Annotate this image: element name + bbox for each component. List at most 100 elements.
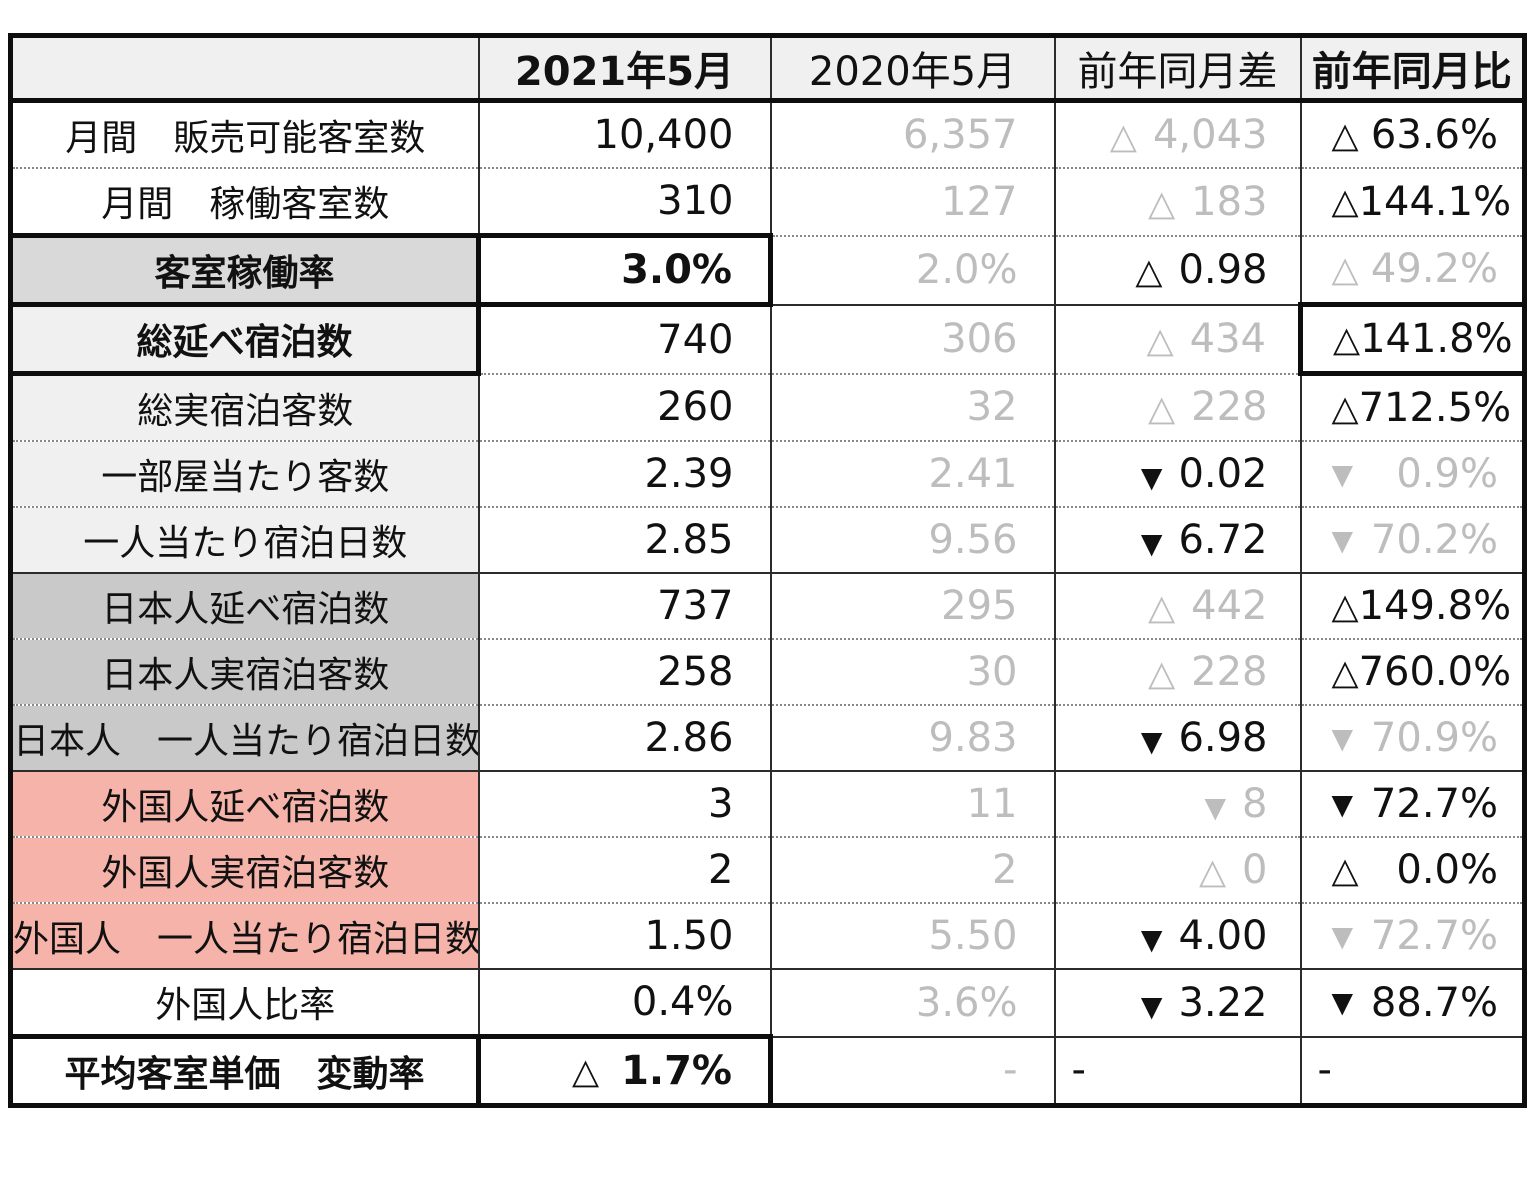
value-yoy-diff: △ 0.98	[1054, 234, 1302, 305]
table-row: 一人当たり宿泊日数 2.85 9.56 ▼ 6.72 ▼ 70.2%	[10, 506, 1525, 573]
triangle-up-icon: △	[1198, 851, 1227, 892]
triangle-down-icon: ▼	[1331, 986, 1354, 1020]
value-2021: 3.0%	[478, 233, 773, 305]
value-2021: 310	[478, 167, 772, 236]
ratio-number: 49.2%	[1370, 246, 1498, 293]
diff-number: 3.22	[1178, 979, 1268, 1026]
value-2021: 737	[478, 572, 772, 639]
diff-number: 8	[1242, 781, 1268, 827]
ratio-number: 63.6%	[1370, 112, 1498, 158]
ratio-content: ▼ 0.9%	[1302, 443, 1523, 506]
value-2020: 2	[770, 836, 1056, 903]
triangle-down-icon: ▼	[1140, 923, 1163, 956]
table-row: 外国人 一人当たり宿泊日数 1.50 5.50 ▼ 4.00 ▼ 72.7%	[10, 902, 1525, 969]
triangle-down-icon: ▼	[1331, 721, 1354, 755]
ratio-content: △ 63.6%	[1302, 103, 1523, 167]
diff-number: 183	[1191, 178, 1268, 225]
ratio-content: △ 760.0%	[1302, 641, 1523, 704]
ratio-content: △ 49.2%	[1302, 238, 1523, 302]
diff-number: 6.72	[1178, 517, 1268, 563]
ratio-number: 141.8%	[1360, 316, 1513, 362]
header-yoy-ratio: 前年同月比	[1300, 35, 1525, 103]
row-label: 外国人実宿泊客数	[10, 836, 480, 903]
triangle-down-icon: ▼	[1331, 523, 1354, 557]
value-yoy-ratio: △ 760.0%	[1300, 638, 1525, 705]
triangle-up-icon: △	[1331, 585, 1359, 627]
value-yoy-diff: ▼ 0.02	[1054, 440, 1302, 507]
triangle-up-icon: △	[1331, 114, 1359, 156]
value-2020: 5.50	[770, 902, 1056, 969]
table-row: 日本人延べ宿泊数 737 295 △ 442 △ 149.8%	[10, 572, 1525, 639]
value-2021: 260	[478, 372, 772, 441]
diff-number: 434	[1189, 316, 1266, 362]
ratio-number: 0.9%	[1396, 451, 1498, 497]
triangle-down-icon: ▼	[1331, 457, 1354, 491]
value-yoy-diff: ▼ 3.22	[1054, 968, 1302, 1037]
row-label: 日本人 一人当たり宿泊日数	[10, 704, 480, 771]
diff-number: 6.98	[1178, 715, 1268, 761]
value-2021-number: 1.7%	[621, 1048, 732, 1094]
value-2020: 127	[770, 167, 1056, 236]
table-row: 月間 販売可能客室数 10,400 6,357 △ 4,043 △ 63.6%	[10, 100, 1525, 168]
table-row: 外国人実宿泊客数 2 2 △ 0 △ 0.0%	[10, 836, 1525, 903]
row-label: 総実宿泊客数	[10, 371, 480, 441]
table-row: 総実宿泊客数 260 32 △ 228 △ 712.5%	[10, 371, 1525, 441]
value-yoy-diff: △ 442	[1054, 572, 1302, 639]
value-yoy-diff: △ 4,043	[1054, 100, 1302, 168]
diff-number: 442	[1191, 583, 1268, 629]
value-2020: -	[770, 1035, 1056, 1106]
ratio-content: △ 712.5%	[1302, 378, 1523, 440]
table-row: 一部屋当たり客数 2.39 2.41 ▼ 0.02 ▼ 0.9%	[10, 440, 1525, 507]
triangle-down-icon: ▼	[1140, 989, 1163, 1023]
row-label: 日本人延べ宿泊数	[10, 572, 480, 639]
value-yoy-ratio: ▼ 70.9%	[1300, 704, 1525, 771]
table-row: 外国人延べ宿泊数 3 11 ▼ 8 ▼ 72.7%	[10, 770, 1525, 837]
value-2021: 2.39	[478, 440, 772, 507]
triangle-up-icon: △	[1146, 320, 1174, 361]
value-2020: 2.41	[770, 440, 1056, 507]
triangle-up-icon: △	[1135, 251, 1163, 292]
value-yoy-ratio: △ 63.6%	[1300, 100, 1525, 168]
value-yoy-ratio: ▼ 72.7%	[1300, 770, 1525, 837]
ratio-number: 712.5%	[1358, 385, 1512, 431]
table-row: 日本人 一人当たり宿泊日数 2.86 9.83 ▼ 6.98 ▼ 70.9%	[10, 704, 1525, 771]
value-yoy-ratio: ▼ 72.7%	[1300, 902, 1525, 969]
triangle-up-icon: △	[1331, 849, 1359, 891]
value-yoy-diff: △ 0	[1054, 836, 1302, 903]
value-yoy-diff: △ 228	[1054, 638, 1302, 705]
value-yoy-diff: △ 183	[1054, 167, 1302, 236]
triangle-up-icon: △	[1331, 651, 1359, 693]
value-2020: 306	[770, 303, 1056, 374]
diff-number: 0.98	[1178, 247, 1268, 293]
value-yoy-diff: △ 228	[1054, 372, 1302, 441]
row-label: 月間 稼働客室数	[10, 167, 480, 236]
ratio-number: 144.1%	[1358, 178, 1512, 225]
value-2021-content: △ 1.7%	[481, 1042, 766, 1104]
ratio-number: 0.0%	[1396, 847, 1498, 893]
ratio-number: 149.8%	[1358, 583, 1512, 629]
ratio-content: △ 141.8%	[1306, 310, 1523, 372]
value-2020: 3.6%	[770, 968, 1056, 1037]
value-2020: 9.56	[770, 506, 1056, 573]
triangle-down-icon: ▼	[1331, 919, 1354, 953]
ratio-number: 70.9%	[1370, 715, 1498, 761]
value-yoy-diff: -	[1054, 1035, 1302, 1106]
value-2021: 2	[478, 836, 772, 903]
report-table-container: 2021年5月 2020年5月 前年同月差 前年同月比 月間 販売可能客室数 10…	[8, 33, 1527, 1108]
triangle-up-icon: △	[1331, 181, 1359, 223]
triangle-up-icon: △	[1331, 248, 1359, 290]
ratio-number: 760.0%	[1358, 649, 1512, 695]
header-row: 2021年5月 2020年5月 前年同月差 前年同月比	[10, 35, 1525, 103]
value-yoy-ratio: △ 49.2%	[1300, 234, 1525, 305]
value-yoy-ratio: ▼ 70.2%	[1300, 506, 1525, 573]
value-2021: 0.4%	[478, 968, 772, 1037]
value-2021: 2.86	[478, 704, 772, 771]
ratio-content: △ 144.1%	[1302, 170, 1523, 234]
triangle-up-icon: △	[1331, 387, 1359, 429]
hotel-occupancy-table: 2021年5月 2020年5月 前年同月差 前年同月比 月間 販売可能客室数 10…	[8, 33, 1527, 1108]
triangle-up-icon: △	[1333, 318, 1361, 360]
triangle-up-icon: △	[1148, 388, 1176, 430]
value-yoy-diff: ▼ 6.98	[1054, 704, 1302, 771]
row-label: 外国人 一人当たり宿泊日数	[10, 902, 480, 969]
ratio-content: ▼ 72.7%	[1302, 773, 1523, 836]
